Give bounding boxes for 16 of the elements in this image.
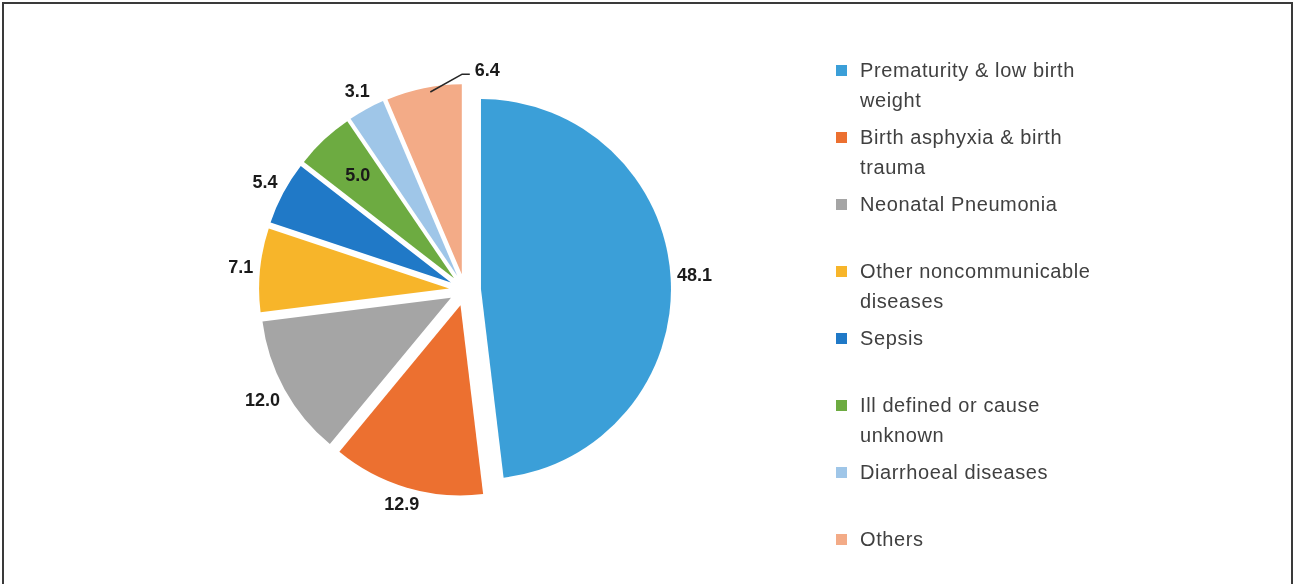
legend-label: Other noncommunicable diseases	[860, 259, 1092, 314]
legend-label: Birth asphyxia & birth trauma	[860, 125, 1064, 180]
legend-label: Diarrhoeal diseases	[860, 460, 1050, 485]
data-label: 5.0	[345, 164, 371, 185]
data-label: 12.0	[244, 390, 280, 411]
data-label: 3.1	[344, 81, 370, 102]
legend-label: Sepsis	[860, 326, 925, 351]
legend-label: Ill defined or cause unknown	[860, 393, 1041, 448]
data-label: 6.4	[474, 60, 500, 81]
data-label: 7.1	[228, 257, 254, 278]
data-label: 12.9	[384, 494, 420, 515]
legend-label: Prematurity & low birth weight	[860, 58, 1076, 113]
data-label: 48.1	[677, 265, 713, 286]
legend-label: Neonatal Pneumonia	[860, 192, 1059, 217]
data-label: 5.4	[252, 172, 278, 193]
legend-label: Others	[860, 527, 925, 552]
